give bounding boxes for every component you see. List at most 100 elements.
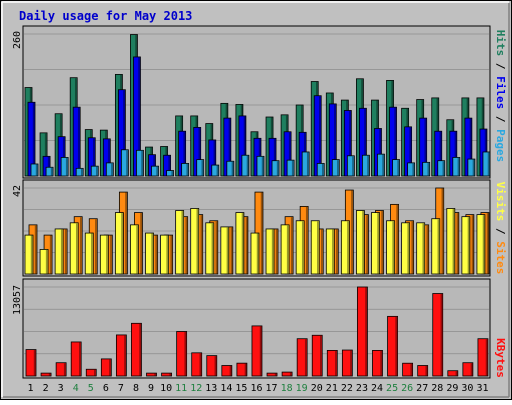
bar-visits-day-13	[205, 222, 215, 275]
bar-kbytes-day-7	[115, 334, 127, 377]
bar-visits-day-14	[220, 226, 230, 275]
x-tick-label-day-22: 22	[341, 383, 353, 394]
bar-pages-day-11	[181, 163, 190, 177]
bar-pages-day-4	[75, 167, 84, 177]
y-max-label-visits: 42	[12, 185, 23, 197]
x-tick-label-day-20: 20	[311, 383, 323, 394]
bar-kbytes-day-10	[161, 372, 172, 377]
legend-hits-panel: Hits / Files / Pages	[494, 30, 507, 163]
bar-kbytes-day-14	[221, 365, 233, 377]
bar-kbytes-day-29	[447, 370, 459, 377]
bar-kbytes-day-16	[251, 325, 263, 377]
bar-pages-day-9	[151, 165, 159, 177]
bar-kbytes-day-24	[372, 349, 383, 377]
bar-visits-day-4	[69, 222, 79, 275]
bar-kbytes-day-26	[402, 362, 414, 377]
bar-files-day-4	[72, 106, 81, 177]
bar-visits-day-22	[340, 220, 350, 275]
bar-kbytes-day-3	[55, 362, 67, 377]
bar-kbytes-day-18	[281, 371, 293, 377]
bar-visits-day-1	[24, 234, 34, 275]
legend-files-2: Files	[494, 76, 507, 109]
bar-pages-day-16	[256, 155, 265, 177]
bar-visits-day-28	[431, 218, 441, 275]
bar-pages-day-8	[136, 149, 144, 177]
bar-kbytes-day-4	[70, 341, 82, 377]
bar-pages-day-28	[437, 160, 446, 177]
bar-kbytes-day-17	[266, 372, 278, 377]
x-tick-label-day-4: 4	[73, 383, 79, 394]
x-tick-label-day-2: 2	[43, 383, 49, 394]
bar-kbytes-day-8	[131, 322, 142, 377]
bar-visits-day-25	[386, 220, 395, 275]
chart-title: Daily usage for May 2013	[19, 9, 192, 23]
bar-kbytes-day-27	[417, 365, 429, 377]
bar-pages-day-23	[362, 154, 370, 177]
x-tick-label-day-16: 16	[250, 383, 262, 394]
bar-kbytes-day-5	[85, 368, 97, 377]
legend-sep-3: /	[494, 109, 507, 129]
bar-kbytes-day-23	[357, 286, 368, 377]
bar-pages-day-25	[392, 159, 400, 177]
bar-kbytes-day-30	[462, 362, 474, 377]
bar-visits-day-11	[175, 210, 185, 275]
bar-visits-day-8	[130, 224, 139, 275]
y-max-label-kbytes: 13057	[12, 285, 23, 315]
bar-kbytes-day-25	[387, 315, 398, 377]
x-tick-label-day-14: 14	[220, 383, 232, 394]
bar-kbytes-day-21	[326, 349, 338, 377]
legend-sites-2: Sites	[494, 241, 507, 274]
x-tick-label-day-13: 13	[205, 383, 217, 394]
x-tick-label-day-11: 11	[175, 383, 187, 394]
legend-kbytes-0: KBytes	[494, 338, 507, 378]
bar-visits-day-21	[325, 228, 335, 275]
x-tick-label-day-18: 18	[281, 383, 293, 394]
x-tick-label-day-17: 17	[266, 383, 278, 394]
bar-pages-day-17	[271, 160, 280, 177]
x-tick-label-day-9: 9	[148, 383, 154, 394]
bar-kbytes-day-11	[176, 331, 188, 377]
x-tick-label-day-12: 12	[190, 383, 202, 394]
bar-visits-day-9	[145, 232, 154, 275]
bar-kbytes-day-1	[25, 349, 37, 377]
bar-pages-day-21	[331, 159, 340, 177]
x-tick-label-day-10: 10	[160, 383, 172, 394]
bar-kbytes-day-12	[191, 352, 203, 377]
bar-visits-day-24	[371, 212, 380, 275]
bar-kbytes-day-31	[477, 338, 489, 377]
bar-visits-day-15	[235, 212, 245, 275]
bar-pages-day-10	[166, 170, 174, 177]
bar-pages-day-19	[301, 151, 310, 177]
x-tick-label-day-29: 29	[446, 383, 458, 394]
bar-kbytes-day-6	[100, 358, 112, 377]
legend-hits-0: Hits	[494, 30, 507, 57]
bar-kbytes-day-15	[236, 362, 248, 377]
bar-pages-day-12	[196, 159, 205, 177]
legend-visits-panel: Visits / Sites	[494, 182, 507, 275]
legend-kbytes-panel: KBytes	[494, 338, 507, 378]
bar-visits-day-17	[265, 228, 275, 275]
x-tick-label-day-26: 26	[401, 383, 413, 394]
bar-visits-day-31	[476, 214, 486, 275]
bar-kbytes-day-2	[40, 372, 52, 377]
bar-pages-day-24	[377, 153, 385, 177]
x-tick-label-day-25: 25	[386, 383, 398, 394]
x-tick-label-day-21: 21	[326, 383, 338, 394]
bar-visits-day-27	[416, 222, 426, 275]
bar-visits-day-23	[356, 210, 365, 275]
bar-visits-day-3	[54, 228, 64, 275]
x-tick-label-day-7: 7	[118, 383, 124, 394]
bar-pages-day-29	[452, 157, 461, 177]
bar-pages-day-7	[120, 149, 129, 177]
bar-visits-day-20	[310, 220, 320, 275]
bar-kbytes-day-9	[146, 372, 157, 377]
x-tick-label-day-5: 5	[88, 383, 94, 394]
bar-pages-day-14	[226, 160, 235, 177]
bar-pages-day-18	[286, 159, 295, 177]
bar-pages-day-1	[30, 163, 39, 177]
bar-kbytes-day-22	[341, 349, 353, 377]
bar-pages-day-6	[105, 162, 114, 177]
legend-pages-4: Pages	[494, 129, 507, 162]
